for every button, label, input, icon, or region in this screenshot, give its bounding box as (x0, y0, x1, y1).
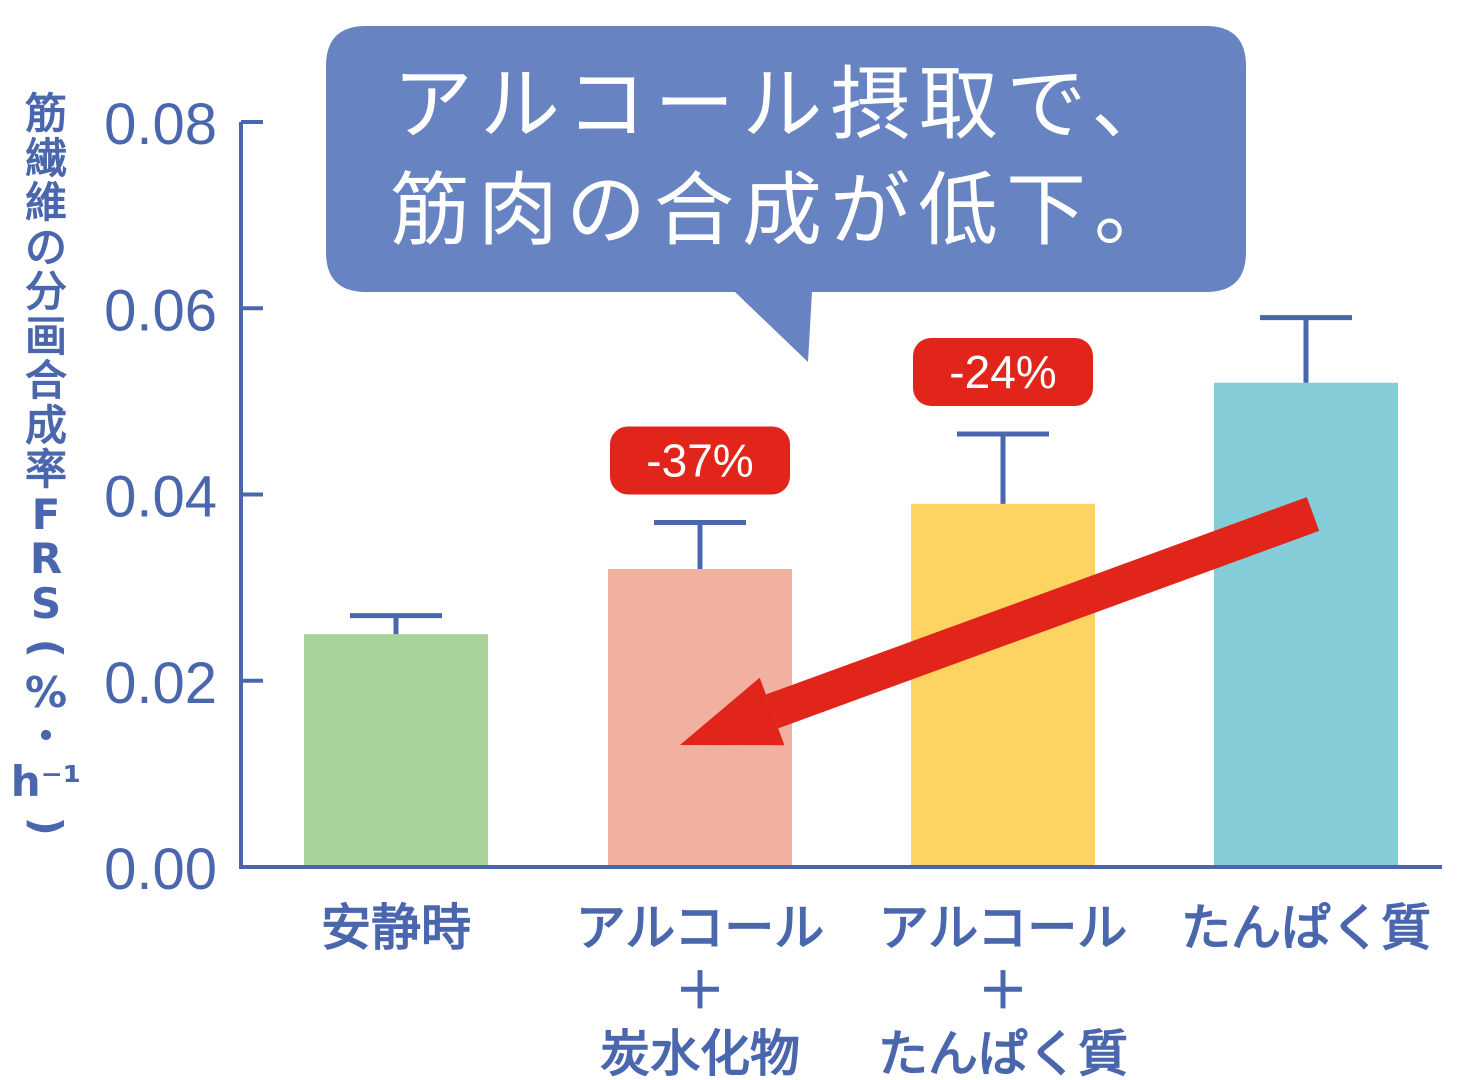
arrow-shaft (765, 497, 1320, 729)
y-axis-label-char: 合 (24, 356, 67, 405)
y-axis-label-char: % (24, 667, 68, 717)
y-tick-label: 0.02 (104, 651, 217, 716)
y-axis-label-char: R (29, 534, 63, 583)
y-tick-label: 0.04 (104, 465, 217, 530)
y-axis-label-char: h⁻¹ (10, 756, 82, 806)
x-tick-label: ＋ (978, 962, 1028, 1020)
y-tick-label: 0.08 (104, 92, 217, 157)
y-axis-label-char: 維 (24, 178, 67, 227)
y-axis-label-char: 率 (24, 445, 67, 494)
y-axis-label-char: 繊 (24, 133, 67, 183)
y-axis-label-char: 分 (24, 267, 67, 316)
y-axis-label-char: S (30, 578, 62, 628)
x-tick-label: 炭水化物 (600, 1025, 800, 1080)
y-axis-label-char: ・ (24, 712, 67, 761)
x-tick-label: アルコール (879, 899, 1128, 957)
x-tick-label: ＋ (675, 962, 725, 1020)
bar (1214, 382, 1398, 865)
y-axis-label: 筋繊維の分画合成率 F R S(% ・ h⁻¹) (11, 89, 81, 849)
x-tick-label: アルコール (576, 899, 825, 957)
callout-text-line: アルコール摂取で、 (393, 58, 1179, 151)
bar (911, 503, 1095, 865)
callout-text-line: 筋肉の合成が低下。 (390, 164, 1182, 257)
y-tick-label: 0.00 (104, 837, 217, 902)
change-badge (610, 426, 790, 495)
y-tick-label: 0.06 (104, 278, 217, 343)
callout-bubble (326, 26, 1246, 362)
y-axis-label-char: 成 (24, 400, 67, 450)
x-tick-label: たんぱく質 (878, 1025, 1128, 1080)
y-axis-label-char: F (31, 489, 61, 539)
change-badge-text: -37% (646, 434, 753, 486)
change-badge (913, 337, 1093, 406)
y-axis-label-char: の (24, 222, 67, 272)
y-axis-label-char: 筋 (24, 89, 67, 138)
x-tick-label: 安静時 (321, 899, 471, 957)
x-tick-label: たんぱく質 (1181, 899, 1431, 957)
bar (304, 634, 488, 865)
arrow-head (680, 677, 785, 746)
y-axis-label-char: 画 (24, 311, 67, 361)
change-badge-text: -24% (949, 346, 1056, 398)
